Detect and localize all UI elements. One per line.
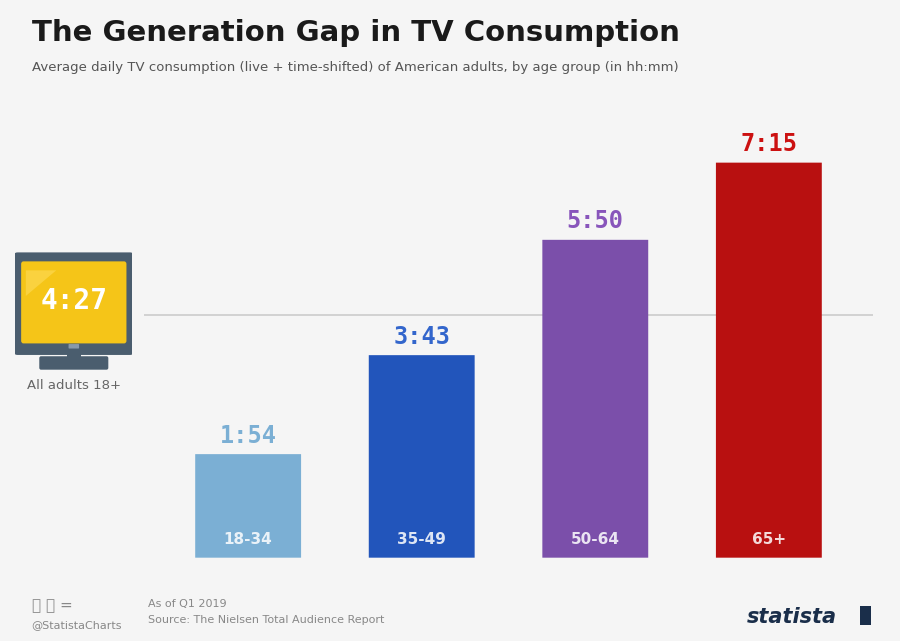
FancyBboxPatch shape (40, 356, 108, 370)
Text: 65+: 65+ (752, 532, 786, 547)
FancyBboxPatch shape (716, 163, 822, 558)
FancyBboxPatch shape (13, 253, 135, 355)
Text: 4:27: 4:27 (40, 287, 107, 315)
Text: 35-49: 35-49 (397, 532, 446, 547)
FancyBboxPatch shape (22, 262, 126, 344)
Text: Ⓒ ⓘ =: Ⓒ ⓘ = (32, 598, 72, 613)
Text: 18-34: 18-34 (224, 532, 273, 547)
Text: 3:43: 3:43 (393, 325, 450, 349)
Text: As of Q1 2019: As of Q1 2019 (148, 599, 227, 609)
Text: statista: statista (747, 606, 837, 627)
Text: The Generation Gap in TV Consumption: The Generation Gap in TV Consumption (32, 19, 680, 47)
Text: @StatistaCharts: @StatistaCharts (32, 620, 122, 630)
FancyBboxPatch shape (369, 355, 474, 558)
Text: Source: The Nielsen Total Audience Report: Source: The Nielsen Total Audience Repor… (148, 615, 385, 625)
Text: 7:15: 7:15 (741, 132, 797, 156)
Text: 5:50: 5:50 (567, 210, 624, 233)
Text: 50-64: 50-64 (571, 532, 620, 547)
FancyBboxPatch shape (543, 240, 648, 558)
Text: 1:54: 1:54 (220, 424, 276, 448)
Bar (67, 347, 81, 360)
Text: Average daily TV consumption (live + time-shifted) of American adults, by age gr: Average daily TV consumption (live + tim… (32, 61, 678, 74)
FancyBboxPatch shape (195, 454, 302, 558)
Text: All adults 18+: All adults 18+ (27, 379, 121, 392)
FancyBboxPatch shape (68, 344, 79, 349)
Polygon shape (26, 271, 56, 296)
